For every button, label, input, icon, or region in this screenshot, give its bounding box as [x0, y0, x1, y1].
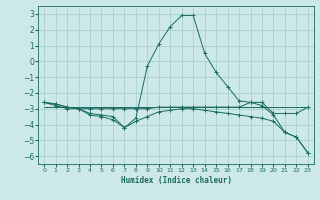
X-axis label: Humidex (Indice chaleur): Humidex (Indice chaleur): [121, 176, 231, 185]
